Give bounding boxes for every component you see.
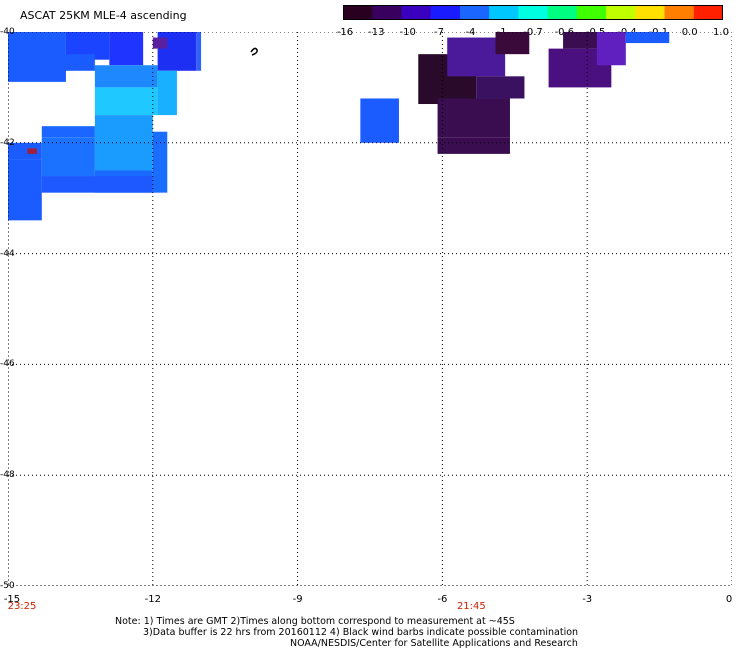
longitude-tick-label: -3 (582, 594, 593, 605)
data-swath-cell (625, 32, 670, 44)
colorbar-segment (547, 5, 578, 20)
colorbar-segment (606, 5, 636, 20)
data-swath-cell (437, 137, 510, 154)
data-swath-cell (152, 131, 168, 193)
data-swath-cell (94, 65, 158, 88)
note-line-2: 3)Data buffer is 22 hrs from 20160112 4)… (143, 627, 579, 638)
colorbar-segment (343, 5, 373, 20)
colorbar-label: -4 (465, 27, 476, 38)
colorbar-segment (635, 5, 666, 20)
data-swath-cell (41, 176, 153, 193)
latitude-tick-label: -40 (0, 27, 15, 37)
data-swath-cell (94, 87, 158, 116)
colorbar-segment (489, 5, 519, 20)
data-swath-cell (152, 37, 168, 49)
latitude-tick-label: -42 (0, 137, 15, 148)
data-swath-cell (360, 98, 399, 143)
data-swath-cell (596, 32, 626, 66)
data-swath-cell (41, 137, 95, 177)
longitude-tick-label: -12 (144, 594, 161, 605)
longitude-tick-label: 0 (725, 594, 733, 605)
longitude-tick-label: -9 (292, 594, 303, 605)
colorbar-segment (693, 5, 723, 20)
colorbar (343, 5, 723, 20)
data-swath-cell (41, 126, 95, 138)
data-swath-cell (495, 32, 530, 55)
data-swath-cell (157, 70, 177, 116)
longitude-tick-label: -15 (3, 594, 21, 605)
colorbar-label: -7 (434, 27, 444, 38)
latitude-tick-label: -50 (0, 581, 15, 591)
latitude-tick-label: -48 (0, 470, 15, 481)
colorbar-segment (459, 5, 490, 20)
colorbar-border (343, 5, 723, 20)
colorbar-segment (372, 5, 402, 20)
time-label: 23:25 (7, 601, 37, 612)
colorbar-segment (664, 5, 695, 20)
note-line-3: NOAA/NESDIS/Center for Satellite Applica… (290, 638, 578, 649)
latitude-tick-label: -44 (0, 248, 15, 259)
colorbar-label: -10 (399, 27, 416, 38)
longitude-tick-label: -6 (437, 594, 448, 605)
data-swath-cell (563, 32, 602, 49)
note-line-1: Note: 1) Times are GMT 2)Times along bot… (115, 616, 515, 627)
colorbar-segment (576, 5, 607, 20)
colorbar-segment (401, 5, 432, 20)
latitude-tick-label: -46 (0, 359, 15, 370)
time-label: 21:45 (456, 601, 486, 612)
data-swath-cell (56, 54, 95, 71)
data-swath-cell (8, 142, 42, 160)
colorbar-segment (430, 5, 461, 20)
wind-barb-mark (250, 47, 258, 56)
data-swath-cell (27, 148, 37, 154)
map-plot-area (8, 32, 732, 586)
data-swath-cell (437, 98, 510, 138)
colorbar-segment (518, 5, 549, 20)
map-title: ASCAT 25KM MLE-4 ascending (20, 9, 187, 22)
colorbar-label: 0.0 (681, 27, 698, 38)
data-swath-cell (196, 32, 202, 71)
data-swath-cell (8, 159, 42, 221)
data-swath-cell (109, 32, 144, 66)
data-swath-cell (476, 76, 525, 99)
